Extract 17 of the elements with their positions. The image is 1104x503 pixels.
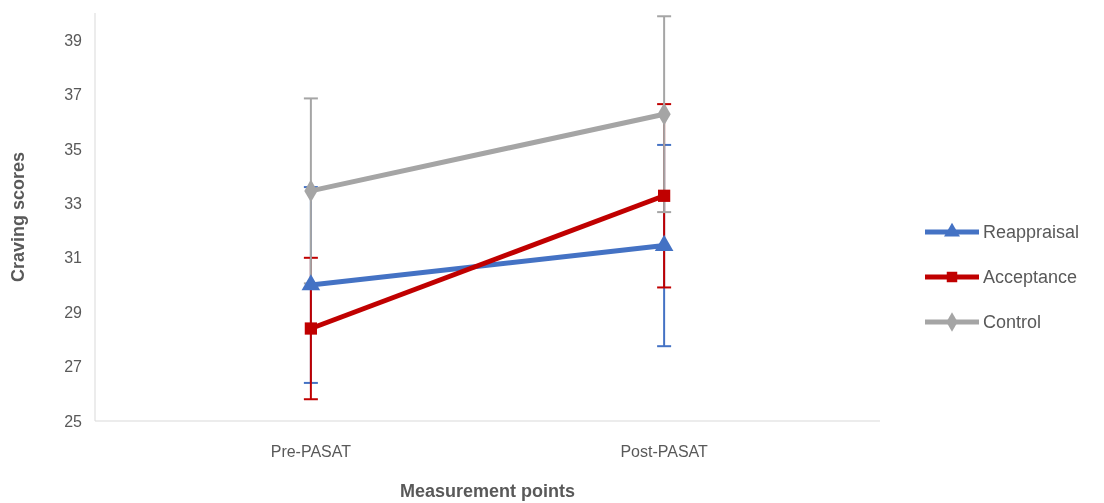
- y-tick-label: 31: [64, 249, 83, 267]
- y-axis-title: Craving scores: [8, 151, 28, 283]
- x-tick-label: Pre-PASAT: [270, 443, 352, 460]
- legend-label: Reappraisal: [983, 222, 1080, 243]
- legend-label: Control: [983, 312, 1042, 333]
- point: [304, 322, 317, 335]
- y-tick-label: 35: [64, 140, 83, 158]
- point: [658, 189, 671, 202]
- y-tick-label: 27: [64, 358, 83, 376]
- legend-label: Acceptance: [983, 267, 1078, 288]
- y-tick-label: 29: [64, 303, 83, 321]
- y-tick-label: 25: [64, 412, 83, 430]
- x-axis-title: Measurement points: [399, 481, 576, 501]
- y-tick-label: 39: [64, 31, 83, 49]
- y-tick-label: 33: [64, 195, 83, 212]
- y-tick-label: 37: [64, 86, 83, 104]
- x-tick-label: Post-PASAT: [620, 443, 709, 460]
